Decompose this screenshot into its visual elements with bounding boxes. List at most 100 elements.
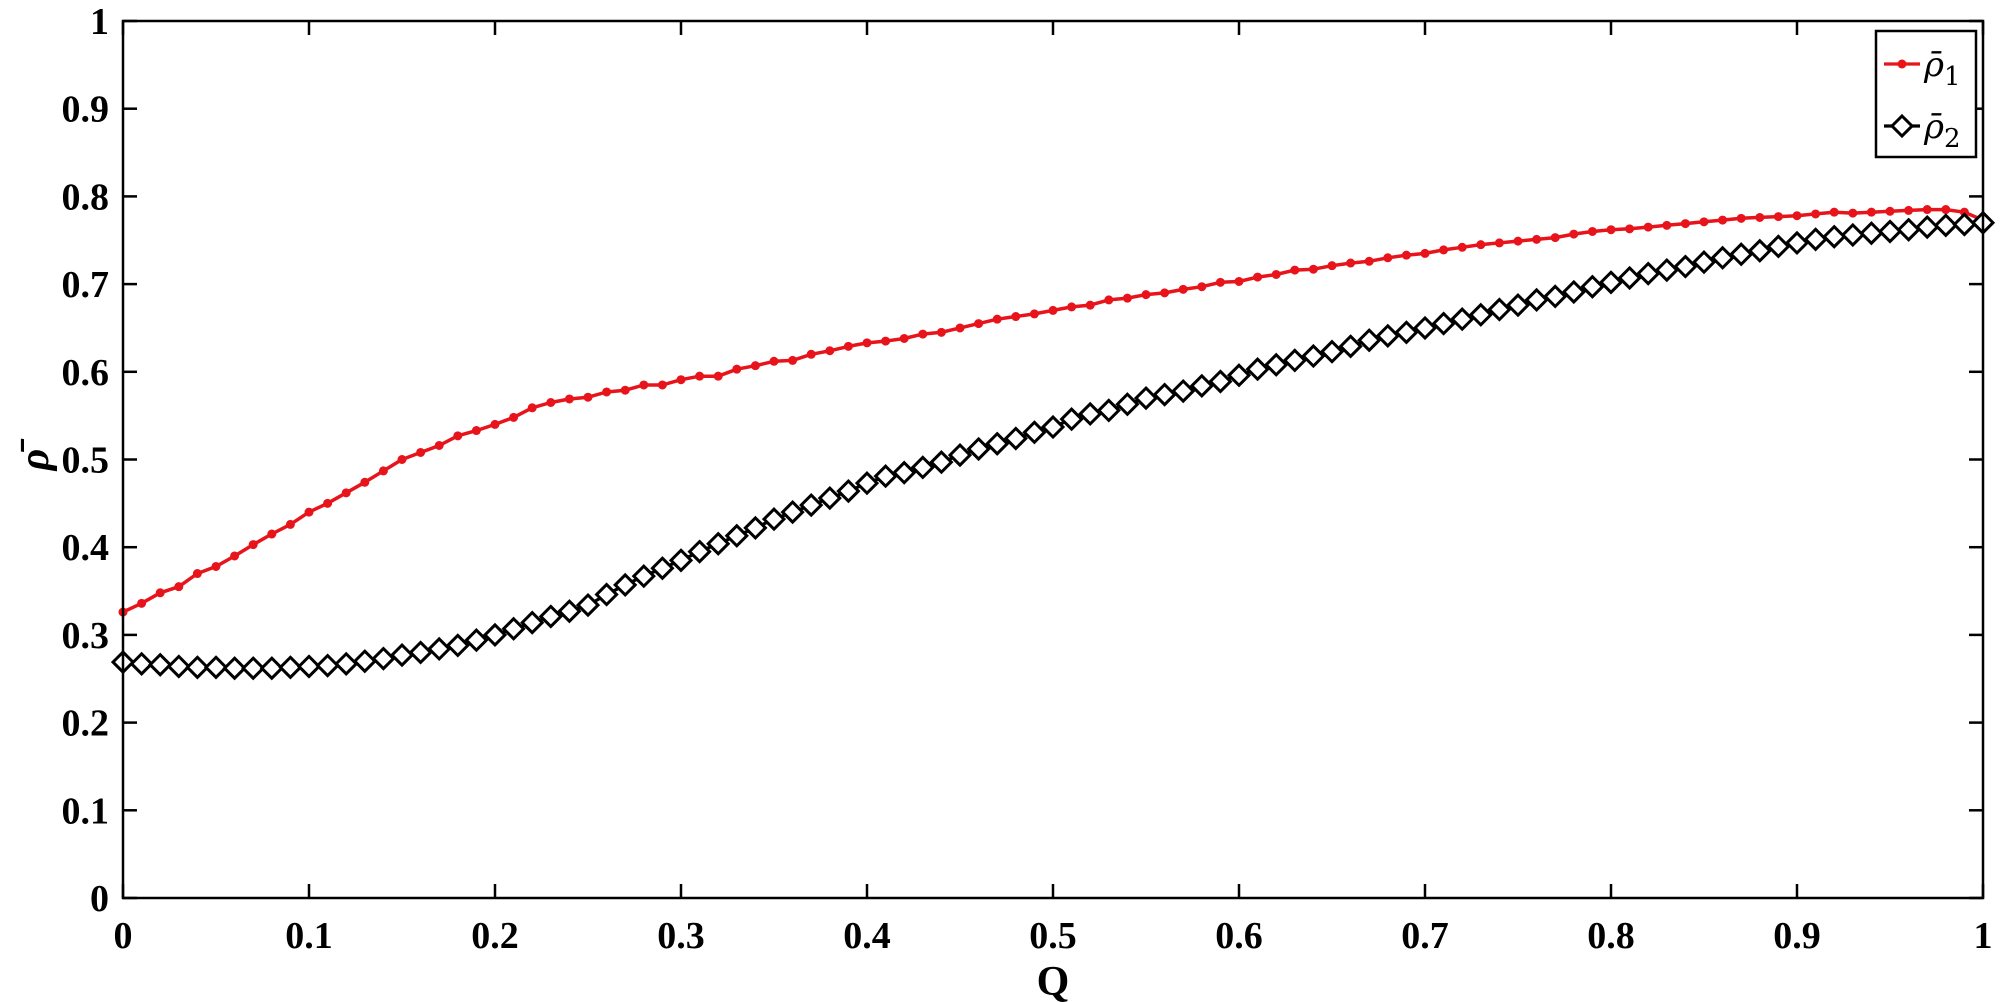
series-1-point <box>1290 265 1300 275</box>
series-2-point <box>780 499 805 525</box>
series-1-point <box>509 412 519 422</box>
series-2-point <box>1059 407 1084 432</box>
series-1-point <box>936 327 946 337</box>
series-1-point <box>1811 209 1821 219</box>
series-1-point <box>1141 290 1151 300</box>
series-1-point <box>267 529 277 539</box>
series-2-point <box>910 455 935 480</box>
series-1-point <box>788 355 798 365</box>
series-2-point <box>1208 369 1233 394</box>
y-tick-label: 0.2 <box>62 703 110 745</box>
series-1-point <box>1680 219 1690 229</box>
series-1-point <box>1625 224 1635 234</box>
series-2-point <box>352 649 377 674</box>
series-2-point <box>1115 392 1140 417</box>
series-2-point <box>1580 274 1605 299</box>
series-1-point <box>992 314 1002 324</box>
series-layer <box>110 205 1996 681</box>
series-1-point <box>1178 284 1188 294</box>
series-2-point <box>1896 217 1921 242</box>
series-2-point <box>1338 334 1363 359</box>
series-2-point <box>1747 238 1772 263</box>
series-1 <box>118 205 1988 617</box>
x-tick-label: 1 <box>1974 915 1993 957</box>
series-1-point <box>1476 240 1486 250</box>
series-1-point <box>174 582 184 592</box>
series-2-point <box>1822 224 1847 249</box>
legend-swatch-marker <box>1889 113 1915 139</box>
series-2-point <box>1617 265 1642 291</box>
y-tick-label: 0.9 <box>62 89 110 131</box>
series-2-point <box>129 651 154 676</box>
series-1-point <box>1587 226 1597 236</box>
x-tick-label: 0.3 <box>657 915 705 957</box>
series-2-point <box>985 431 1010 456</box>
series-1-point <box>1271 269 1281 279</box>
series-1-point <box>471 426 481 436</box>
series-1-point <box>1197 282 1207 292</box>
series-1-point <box>546 397 556 407</box>
series-2-point <box>1598 270 1624 295</box>
legend-label-main: ρ̄ <box>1923 45 1944 85</box>
series-2-point <box>650 556 675 581</box>
series-1-point <box>695 371 705 381</box>
series-1-point <box>1941 205 1951 215</box>
series-1-point <box>360 477 370 487</box>
series-2-point <box>278 655 303 680</box>
series-1-point <box>323 498 333 508</box>
series-1-point <box>1011 312 1021 322</box>
series-2-point <box>203 655 229 680</box>
series-1-point <box>1308 264 1318 274</box>
series-1-point <box>1067 302 1077 312</box>
series-2-point <box>1022 420 1047 445</box>
legend-label-subscript: 1 <box>1944 62 1961 92</box>
x-tick-label: 0.5 <box>1029 915 1077 957</box>
legend-item-1: ρ̄1 <box>1884 45 1961 92</box>
axis-tick-labels: 0 0.1 0.2 0.3 0.4 0.5 0.6 0.7 0.8 0.9 1 0 0.1 0.2 0.3 0… <box>62 1 1993 957</box>
series-1-point <box>1085 300 1095 310</box>
series-1-point <box>434 440 444 450</box>
series-1-point <box>1122 293 1132 303</box>
series-1-point <box>1513 236 1523 246</box>
series-1-point <box>1606 225 1616 235</box>
series-1-point <box>1699 217 1709 227</box>
series-1-point <box>1922 205 1932 215</box>
series-1-point <box>211 561 221 571</box>
series-2-point <box>1859 221 1884 246</box>
series-2-point <box>668 548 694 573</box>
series-2-point <box>892 460 917 485</box>
series-1-point <box>1457 242 1467 252</box>
series-1-point <box>192 569 202 579</box>
series-1-point <box>843 341 853 351</box>
series-1-point <box>1253 272 1263 282</box>
series-1-point <box>1048 305 1058 315</box>
series-2-point <box>724 523 749 548</box>
series-1-point <box>490 419 500 429</box>
x-tick-label: 0 <box>114 915 133 957</box>
series-2-point <box>296 654 322 679</box>
x-tick-label: 0.9 <box>1773 915 1821 957</box>
legend-item-2: ρ̄2 <box>1884 107 1961 154</box>
series-2-point <box>259 656 284 681</box>
series-2-point <box>501 616 526 641</box>
y-tick-label: 0 <box>90 878 109 920</box>
y-tick-label: 0.3 <box>62 615 110 657</box>
series-2-point <box>854 471 880 496</box>
series-1-point <box>1643 222 1653 232</box>
series-1-point <box>657 380 667 390</box>
series-2-point <box>389 642 415 668</box>
series-1-point <box>583 392 593 402</box>
series-1-point <box>918 329 928 339</box>
series-1-point <box>750 361 760 371</box>
series-2-point <box>1468 302 1493 327</box>
series-1-point <box>527 403 537 413</box>
series-1-point <box>1662 220 1672 230</box>
series-2-point <box>1412 315 1438 341</box>
legend-label-main: ρ̄ <box>1923 107 1944 147</box>
plot-frame <box>121 19 1985 900</box>
series-1-point <box>137 598 147 608</box>
series-2-point <box>1319 339 1345 364</box>
series-2-point <box>929 450 954 475</box>
series-2-point <box>482 622 508 648</box>
series-2-point <box>1933 213 1958 238</box>
